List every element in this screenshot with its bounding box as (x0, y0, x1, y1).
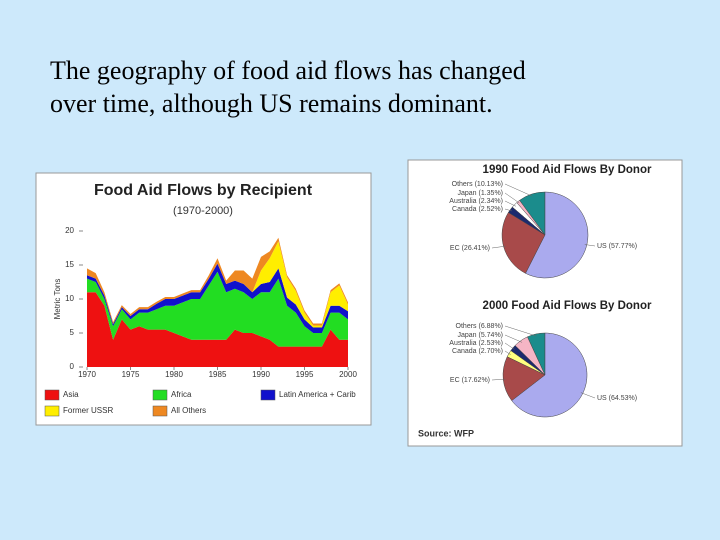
y-tick-label: 0 (70, 362, 75, 371)
legend-swatch (44, 405, 60, 417)
legend-label: Former USSR (63, 406, 113, 415)
pie-label: Australia (2.34%) (449, 198, 503, 205)
x-tick-label: 1970 (78, 370, 96, 379)
y-tick-label: 15 (65, 260, 74, 269)
leader-line (504, 342, 515, 350)
pie-label: Japan (5.74%) (457, 332, 503, 339)
slide-title: The geography of food aid flows has chan… (50, 56, 526, 85)
leader-line (504, 200, 517, 207)
pie-label: Australia (2.53%) (449, 340, 503, 347)
chart-subtitle: (1970-2000) (173, 205, 233, 217)
area-series (87, 271, 348, 347)
legend-label: Latin America + Carib (279, 390, 356, 399)
x-tick-label: 1990 (252, 370, 270, 379)
area-series (87, 241, 348, 328)
leader-line (580, 392, 596, 399)
chart-title: Food Aid Flows by Recipient (94, 182, 313, 199)
legend-swatch (152, 405, 168, 417)
pie-label: US (64.53%) (597, 395, 637, 402)
x-tick-label: 1980 (165, 370, 183, 379)
pie-label: Canada (2.70%) (452, 348, 503, 355)
leader-line (504, 350, 511, 355)
pie-label: Others (6.88%) (456, 323, 503, 330)
pie-label: Others (10.13%) (452, 181, 503, 188)
legend-label: Africa (171, 390, 192, 399)
legend-swatch (44, 389, 60, 401)
x-tick-label: 2000 (339, 370, 357, 379)
y-tick-label: 20 (65, 226, 74, 235)
leader-line (504, 334, 523, 343)
leader-line (504, 208, 513, 212)
pie-label: Japan (1.35%) (457, 190, 503, 197)
pie-label: EC (17.62%) (450, 377, 490, 384)
y-axis-label: Metric Tons (53, 279, 62, 320)
legend-label: Asia (63, 390, 79, 399)
y-tick-label: 5 (70, 328, 75, 337)
pie-label: Canada (2.52%) (452, 206, 503, 213)
source-note: Source: WFP (418, 428, 474, 438)
legend-swatch (152, 389, 168, 401)
pie-label: US (57.77%) (597, 243, 637, 250)
x-tick-label: 1975 (122, 370, 140, 379)
x-tick-label: 1995 (296, 370, 314, 379)
leader-line (504, 325, 537, 337)
leader-line (491, 378, 506, 381)
legend-swatch (260, 389, 276, 401)
leader-line (584, 244, 596, 247)
slide-title: over time, although US remains dominant. (50, 89, 493, 118)
leader-line (504, 183, 533, 197)
pie-title: 1990 Food Aid Flows By Donor (483, 164, 652, 176)
x-tick-label: 1985 (209, 370, 227, 379)
pie-title: 2000 Food Aid Flows By Donor (483, 300, 652, 312)
area-series (87, 292, 348, 367)
legend-label: All Others (171, 406, 206, 415)
leader-line (504, 192, 520, 204)
leader-line (491, 245, 506, 249)
y-tick-label: 10 (65, 294, 74, 303)
pie-slice (501, 212, 546, 274)
area-series (87, 263, 348, 333)
pie-label: EC (26.41%) (450, 245, 490, 252)
